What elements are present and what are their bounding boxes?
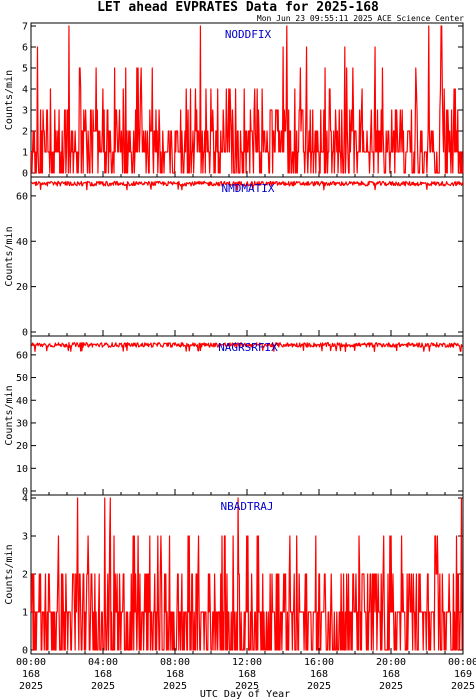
y-tick-label: 7 (22, 22, 28, 33)
series-line-noddfix (30, 25, 464, 174)
y-tick-label: 1 (22, 148, 28, 159)
x-tick-day: 168 (166, 669, 184, 680)
series-line-nagrsrfix (31, 342, 464, 353)
x-tick-time: 00:00 (448, 657, 476, 668)
x-tick-day: 168 (382, 669, 400, 680)
x-tick-year: 2025 (235, 681, 259, 692)
series-label-nagrsrfix: NAGRSRFIX (218, 341, 278, 354)
y-tick-label: 3 (22, 532, 28, 543)
x-tick-year: 2025 (307, 681, 331, 692)
y-tick-label: 0 (22, 169, 28, 180)
y-tick-label: 30 (16, 418, 28, 429)
x-tick-year: 2025 (379, 681, 403, 692)
series-label-nbadtraj: NBADTRAJ (221, 500, 274, 513)
y-axis-title: Counts/min (4, 226, 15, 286)
generation-timestamp: Mon Jun 23 09:55:11 2025 ACE Science Cen… (257, 14, 464, 23)
y-tick-label: 60 (16, 350, 28, 361)
y-axis-title: Counts/min (4, 544, 15, 604)
y-tick-label: 20 (16, 282, 28, 293)
x-tick-time: 00:00 (16, 657, 46, 668)
y-tick-label: 6 (22, 43, 28, 54)
y-tick-label: 60 (16, 191, 28, 202)
x-tick-time: 04:00 (88, 657, 118, 668)
y-tick-label: 4 (22, 85, 28, 96)
y-tick-label: 40 (16, 237, 28, 248)
time-axis: 00:00168202504:00168202508:00168202512:0… (16, 648, 476, 692)
x-tick-time: 08:00 (160, 657, 190, 668)
series-label-nmdmatix: NMDMATIX (222, 182, 275, 195)
x-tick-year: 2025 (451, 681, 475, 692)
y-tick-label: 2 (22, 570, 28, 581)
x-tick-day: 168 (94, 669, 112, 680)
y-tick-label: 0 (22, 328, 28, 339)
x-tick-year: 2025 (91, 681, 115, 692)
series-line-nmdmatix (31, 180, 464, 191)
y-axis-title: Counts/min (4, 70, 15, 130)
y-tick-label: 4 (22, 494, 28, 505)
chart-panels: 01234567Counts/minNODDFIX0204060Counts/m… (4, 22, 464, 657)
x-tick-day: 169 (454, 669, 472, 680)
x-tick-time: 12:00 (232, 657, 262, 668)
y-tick-label: 0 (22, 646, 28, 657)
y-tick-label: 10 (16, 464, 28, 475)
x-tick-year: 2025 (163, 681, 187, 692)
x-tick-year: 2025 (19, 681, 43, 692)
y-tick-label: 2 (22, 127, 28, 138)
y-tick-label: 1 (22, 608, 28, 619)
x-axis-title: UTC Day of Year (200, 689, 290, 700)
y-tick-label: 0 (22, 487, 28, 498)
x-tick-day: 168 (22, 669, 40, 680)
x-tick-time: 16:00 (304, 657, 334, 668)
x-tick-day: 168 (238, 669, 256, 680)
y-axis-title: Counts/min (4, 385, 15, 445)
x-tick-day: 168 (310, 669, 328, 680)
figure-title: LET ahead EVPRATES Data for 2025-168 (97, 0, 379, 15)
y-tick-label: 5 (22, 64, 28, 75)
y-tick-label: 20 (16, 441, 28, 452)
y-tick-label: 40 (16, 396, 28, 407)
y-tick-label: 50 (16, 373, 28, 384)
y-tick-label: 3 (22, 106, 28, 117)
panel-nagrsrfix: 0 10 20 30 40 50 60 Counts/min NAGRSRFIX (4, 335, 464, 498)
x-tick-time: 20:00 (376, 657, 406, 668)
panel-noddfix: 0 1 2 3 4 5 6 7 Counts/min NODDFIX (4, 22, 464, 180)
series-label-noddfix: NODDFIX (225, 28, 272, 41)
